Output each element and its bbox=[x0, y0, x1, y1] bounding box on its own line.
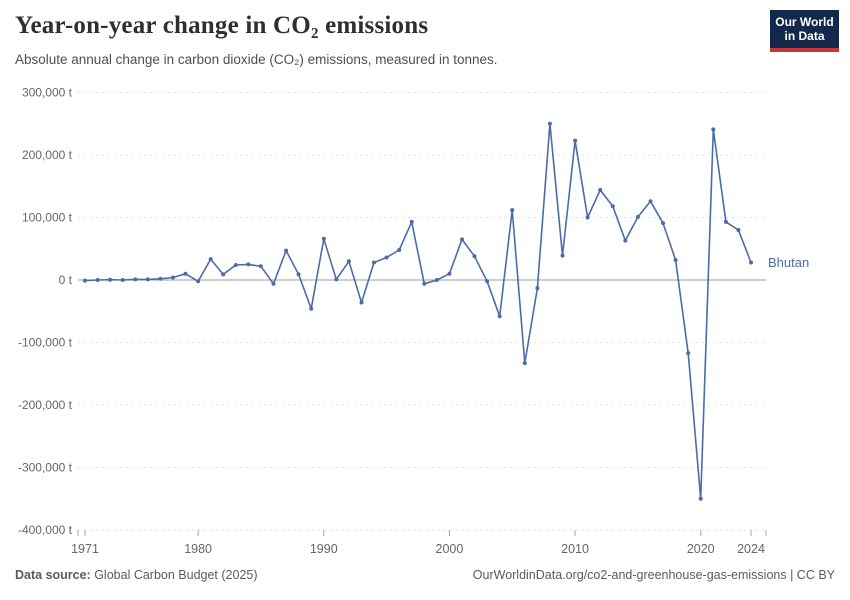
data-point-marker[interactable] bbox=[648, 199, 653, 204]
data-point-marker[interactable] bbox=[208, 257, 213, 262]
data-point-marker[interactable] bbox=[321, 236, 326, 241]
data-point-marker[interactable] bbox=[573, 138, 578, 143]
owid-logo: Our World in Data bbox=[770, 10, 839, 52]
data-point-marker[interactable] bbox=[133, 277, 138, 282]
data-point-marker[interactable] bbox=[145, 277, 150, 282]
data-point-marker[interactable] bbox=[296, 272, 301, 277]
series-label-bhutan: Bhutan bbox=[768, 254, 810, 270]
bhutan-emissions-line[interactable] bbox=[84, 123, 752, 500]
data-point-marker[interactable] bbox=[258, 264, 263, 269]
data-point-marker[interactable] bbox=[246, 262, 251, 267]
data-point-marker[interactable] bbox=[158, 276, 163, 281]
y-axis-tick-label: -100,000 t bbox=[18, 336, 73, 350]
data-point-marker[interactable] bbox=[171, 275, 175, 280]
data-point-marker[interactable] bbox=[334, 277, 339, 282]
data-point-marker[interactable] bbox=[749, 260, 753, 265]
chart-subtitle: Absolute annual change in carbon dioxide… bbox=[15, 52, 498, 67]
data-point-marker[interactable] bbox=[723, 219, 728, 224]
x-axis-tick-label: 1990 bbox=[310, 542, 338, 556]
data-point-marker[interactable] bbox=[635, 214, 640, 219]
x-axis-tick-label: 2024 bbox=[737, 542, 765, 556]
data-point-marker[interactable] bbox=[359, 300, 364, 305]
data-point-marker[interactable] bbox=[221, 272, 226, 277]
data-source-label: Data source: bbox=[15, 568, 91, 582]
data-point-marker[interactable] bbox=[460, 237, 464, 242]
data-point-marker[interactable] bbox=[284, 248, 289, 253]
data-point-marker[interactable] bbox=[384, 255, 389, 260]
data-point-marker[interactable] bbox=[547, 121, 552, 126]
data-point-marker[interactable] bbox=[108, 277, 113, 282]
data-point-marker[interactable] bbox=[472, 254, 477, 259]
data-point-marker[interactable] bbox=[409, 219, 414, 224]
owid-logo-line1: Our World bbox=[775, 15, 834, 29]
data-point-marker[interactable] bbox=[434, 278, 439, 282]
y-axis-tick-label: -300,000 t bbox=[18, 461, 73, 475]
data-point-marker[interactable] bbox=[535, 286, 540, 291]
y-axis-tick-label: 300,000 t bbox=[22, 86, 73, 100]
data-point-marker[interactable] bbox=[309, 306, 314, 311]
owid-logo-line2: in Data bbox=[784, 29, 825, 43]
data-point-marker[interactable] bbox=[485, 279, 490, 284]
data-point-marker[interactable] bbox=[623, 238, 628, 243]
x-axis-tick-label: 1980 bbox=[184, 542, 212, 556]
page-title: Year-on-year change in CO₂ emissions bbox=[15, 12, 429, 39]
data-point-marker[interactable] bbox=[372, 260, 376, 265]
data-point-marker[interactable] bbox=[522, 361, 527, 366]
data-point-marker[interactable] bbox=[271, 281, 276, 286]
data-point-marker[interactable] bbox=[698, 496, 703, 501]
license-note: OurWorldinData.org/co2-and-greenhouse-ga… bbox=[472, 568, 835, 582]
data-point-marker[interactable] bbox=[397, 248, 402, 252]
data-point-marker[interactable] bbox=[736, 228, 741, 232]
data-point-marker[interactable] bbox=[346, 259, 351, 264]
x-axis-tick-label: 2020 bbox=[687, 542, 715, 556]
data-point-marker[interactable] bbox=[686, 351, 691, 356]
chart-footer: Data source: Global Carbon Budget (2025)… bbox=[15, 568, 835, 582]
data-point-marker[interactable] bbox=[673, 258, 678, 262]
data-point-marker[interactable] bbox=[233, 263, 238, 267]
data-point-marker[interactable] bbox=[610, 204, 615, 209]
y-axis-tick-label: -400,000 t bbox=[18, 523, 73, 537]
owid-logo-accent-bar bbox=[770, 48, 839, 52]
data-point-marker[interactable] bbox=[711, 127, 716, 132]
x-axis-tick-label: 1971 bbox=[71, 542, 99, 556]
y-axis-tick-label: 100,000 t bbox=[22, 211, 73, 225]
data-source-note: Data source: Global Carbon Budget (2025) bbox=[15, 568, 258, 582]
y-axis-tick-label: 0 t bbox=[59, 273, 73, 287]
data-point-marker[interactable] bbox=[183, 271, 188, 276]
data-point-marker[interactable] bbox=[510, 208, 515, 212]
data-point-marker[interactable] bbox=[83, 278, 87, 283]
data-point-marker[interactable] bbox=[120, 278, 125, 282]
data-point-marker[interactable] bbox=[95, 278, 100, 282]
y-axis-tick-label: 200,000 t bbox=[22, 148, 73, 162]
x-axis-tick-label: 2000 bbox=[436, 542, 464, 556]
data-point-marker[interactable] bbox=[447, 271, 452, 276]
x-axis-tick-label: 2010 bbox=[561, 542, 589, 556]
data-point-marker[interactable] bbox=[422, 281, 427, 286]
data-point-marker[interactable] bbox=[585, 215, 590, 220]
data-point-marker[interactable] bbox=[598, 188, 603, 192]
data-point-marker[interactable] bbox=[560, 253, 565, 258]
data-point-marker[interactable] bbox=[196, 279, 201, 284]
data-point-marker[interactable] bbox=[661, 221, 665, 226]
data-source-value: Global Carbon Budget (2025) bbox=[90, 568, 258, 582]
data-point-marker[interactable] bbox=[497, 314, 502, 319]
y-axis-tick-label: -200,000 t bbox=[18, 398, 73, 412]
